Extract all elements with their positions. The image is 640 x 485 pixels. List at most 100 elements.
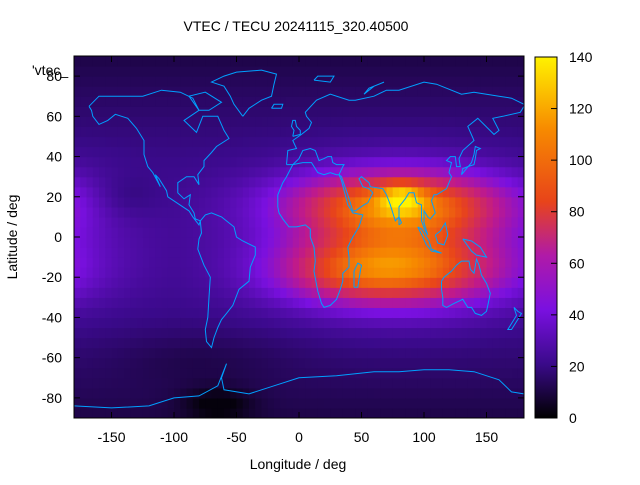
heatmap-cell — [292, 86, 300, 97]
heatmap-cell — [205, 196, 213, 208]
heatmap-cell — [224, 156, 231, 168]
heatmap-cell — [236, 317, 244, 329]
colorbar-tick-label: 140 — [569, 49, 593, 65]
heatmap-cell — [280, 307, 288, 319]
heatmap-cell — [411, 196, 419, 208]
heatmap-cell — [186, 307, 194, 319]
heatmap-cell — [374, 347, 381, 359]
heatmap-cell — [517, 337, 524, 349]
heatmap-cell — [305, 237, 313, 248]
heatmap-cell — [255, 76, 263, 87]
heatmap-cell — [261, 377, 269, 389]
heatmap-cell — [280, 407, 288, 418]
heatmap-cell — [311, 357, 319, 369]
heatmap-cell — [149, 257, 156, 268]
y-tick-label: -60 — [42, 350, 62, 366]
heatmap-cell — [274, 247, 281, 258]
heatmap-cell — [199, 337, 206, 349]
heatmap-cell — [311, 317, 319, 329]
heatmap-cell — [492, 287, 500, 298]
heatmap-cell — [130, 166, 138, 178]
heatmap-cell — [261, 76, 269, 87]
heatmap-cell — [430, 66, 438, 77]
heatmap-cell — [380, 146, 388, 158]
heatmap-cell — [105, 297, 113, 308]
heatmap-cell — [417, 317, 425, 329]
heatmap-cell — [424, 267, 431, 278]
heatmap-cell — [280, 257, 288, 268]
heatmap-cell — [417, 347, 425, 359]
heatmap-cell — [361, 116, 369, 127]
heatmap-cell — [167, 116, 175, 127]
heatmap-cell — [467, 56, 475, 67]
heatmap-cell — [411, 407, 419, 418]
heatmap-cell — [424, 277, 431, 288]
heatmap-cell — [105, 397, 113, 409]
heatmap-cell — [499, 186, 506, 198]
heatmap-cell — [130, 226, 138, 238]
heatmap-cell — [405, 397, 413, 409]
heatmap-cell — [249, 86, 256, 97]
heatmap-cell — [192, 76, 200, 87]
heatmap-cell — [161, 377, 169, 389]
heatmap-cell — [392, 397, 400, 409]
heatmap-cell — [180, 136, 188, 148]
heatmap-cell — [255, 337, 263, 349]
heatmap-cell — [261, 116, 269, 127]
heatmap-cell — [392, 387, 400, 399]
heatmap-cell — [155, 216, 163, 228]
heatmap-cell — [324, 327, 331, 339]
heatmap-cell — [180, 337, 188, 349]
heatmap-cell — [499, 166, 506, 178]
heatmap-cell — [105, 136, 113, 148]
heatmap-cell — [299, 86, 306, 97]
heatmap-cell — [511, 126, 519, 138]
heatmap-cell — [117, 176, 125, 188]
heatmap-cell — [92, 257, 100, 268]
heatmap-cell — [111, 297, 119, 308]
heatmap-cell — [392, 337, 400, 349]
heatmap-cell — [80, 186, 88, 198]
heatmap-cell — [449, 56, 456, 67]
heatmap-cell — [299, 136, 306, 148]
heatmap-cell — [199, 146, 206, 158]
heatmap-cell — [111, 237, 119, 248]
heatmap-cell — [336, 56, 344, 67]
heatmap-cell — [424, 327, 431, 339]
heatmap-cell — [267, 96, 275, 107]
coastline-north-america — [88, 89, 230, 226]
heatmap-cell — [255, 397, 263, 409]
heatmap-cell — [99, 357, 106, 369]
heatmap-cell — [467, 206, 475, 218]
heatmap-cell — [349, 76, 356, 87]
heatmap-cell — [324, 116, 331, 127]
heatmap-cell — [324, 66, 331, 77]
heatmap-cell — [205, 176, 213, 188]
heatmap-cell — [142, 357, 150, 369]
heatmap-cell — [255, 267, 263, 278]
heatmap-cell — [405, 166, 413, 178]
heatmap-cell — [274, 56, 281, 67]
heatmap-cell — [449, 66, 456, 77]
heatmap-cell — [330, 56, 338, 67]
heatmap-cell — [455, 166, 463, 178]
heatmap-cell — [330, 237, 338, 248]
heatmap-cell — [405, 317, 413, 329]
heatmap-cell — [136, 307, 144, 319]
heatmap-cell — [442, 146, 450, 158]
heatmap-cell — [217, 387, 225, 399]
heatmap-cell — [324, 237, 331, 248]
heatmap-cell — [211, 56, 219, 67]
heatmap-cell — [105, 186, 113, 198]
heatmap-cell — [367, 86, 375, 97]
heatmap-cell — [230, 357, 238, 369]
heatmap-cell — [405, 387, 413, 399]
heatmap-cell — [155, 116, 163, 127]
heatmap-cell — [155, 327, 163, 339]
y-tick-label: -20 — [42, 269, 62, 285]
heatmap-cell — [117, 216, 125, 228]
heatmap-cell — [236, 216, 244, 228]
heatmap-cell — [261, 347, 269, 359]
heatmap-cell — [205, 106, 213, 117]
heatmap-cell — [192, 247, 200, 258]
